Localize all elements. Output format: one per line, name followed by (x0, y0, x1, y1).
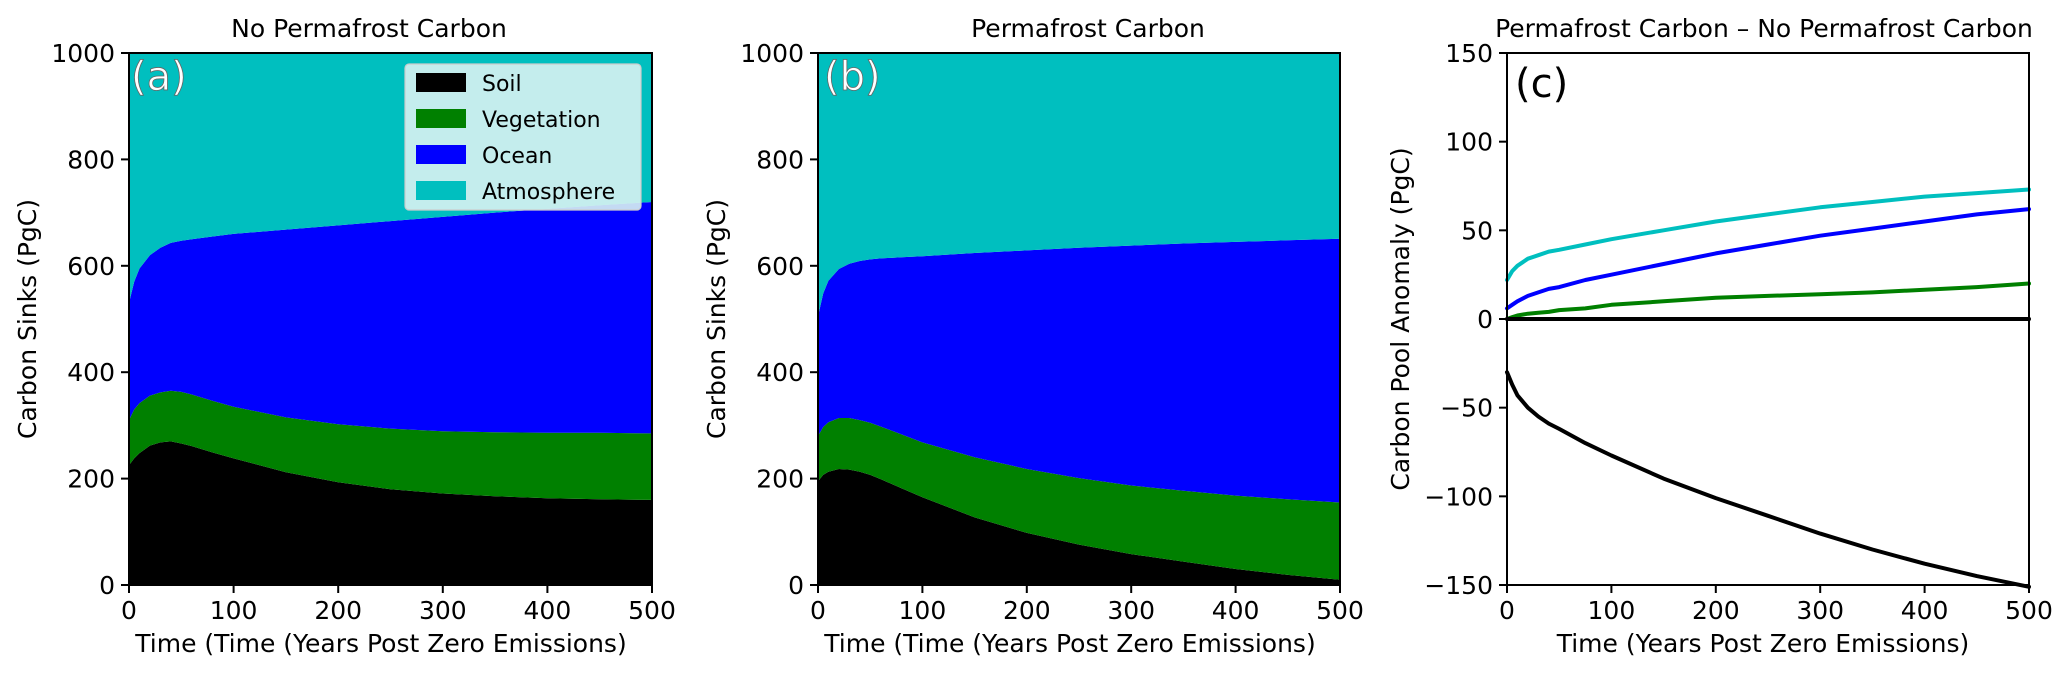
legend-swatch-ocean (416, 145, 466, 164)
line-1 (1505, 207, 2031, 311)
x-tick-label: 200 (1692, 596, 1740, 625)
panel-b: Permafrost Carbon 0 100 200 300 400 500 0 200 4… (702, 14, 1364, 658)
x-tick-label: 200 (1003, 596, 1051, 625)
legend: Soil Vegetation Ocean Atmosphere (404, 63, 642, 211)
x-tick-label: 500 (1316, 596, 1364, 625)
area-soil (818, 469, 1340, 585)
legend-swatch-atmosphere (416, 181, 466, 200)
area-soil (129, 441, 652, 585)
y-tick-label: 0 (99, 571, 115, 600)
panel-b-y-axis-label: Carbon Sinks (PgC) (702, 199, 731, 439)
y-tick-label: 400 (67, 358, 115, 387)
x-tick-label: 500 (628, 596, 676, 625)
legend-label-atmosphere: Atmosphere (482, 180, 615, 205)
panel-b-x-axis-label: Time (Time (Years Post Zero Emissions) (823, 629, 1315, 658)
y-tick-label: 800 (756, 145, 804, 174)
x-tick-label: 400 (524, 596, 572, 625)
y-tick-label: 100 (1445, 128, 1493, 157)
y-tick-label: −150 (1424, 571, 1493, 600)
y-tick-label: 1000 (51, 39, 115, 68)
y-tick-label: 0 (1477, 305, 1493, 334)
legend-label-ocean: Ocean (482, 144, 552, 169)
line-0 (1505, 187, 2031, 282)
area-atmosphere (818, 53, 1340, 317)
x-tick-label: 0 (810, 596, 826, 625)
legend-label-vegetation: Vegetation (482, 108, 601, 133)
panel-c: Permafrost Carbon – No Permafrost Carbon… (1386, 14, 2053, 658)
y-tick-label: 50 (1461, 216, 1493, 245)
panel-c-x-ticks: 0 100 200 300 400 500 (1499, 585, 2053, 625)
x-tick-label: 100 (210, 596, 258, 625)
line-4 (1505, 370, 2031, 589)
legend-box (404, 63, 642, 211)
area-vegetation (818, 418, 1340, 580)
x-tick-label: 200 (314, 596, 362, 625)
y-tick-label: 1000 (740, 39, 804, 68)
panel-a-label: (a) (131, 54, 187, 100)
panel-c-y-ticks: −150 −100 −50 0 50 100 150 (1424, 39, 1507, 600)
panel-b-title: Permafrost Carbon (971, 14, 1205, 43)
y-tick-label: 200 (67, 465, 115, 494)
line-2 (1505, 281, 2031, 321)
y-tick-label: 150 (1445, 39, 1493, 68)
panel-c-y-axis-label: Carbon Pool Anomaly (PgC) (1386, 147, 1415, 490)
x-tick-label: 400 (1212, 596, 1260, 625)
panel-a-y-ticks: 0 200 400 600 800 1000 (51, 39, 129, 600)
y-tick-label: −100 (1424, 482, 1493, 511)
x-tick-label: 500 (2005, 596, 2053, 625)
panel-a-y-axis-label: Carbon Sinks (PgC) (13, 199, 42, 439)
x-tick-label: 300 (1107, 596, 1155, 625)
panel-a-x-ticks: 0 100 200 300 400 500 (121, 585, 676, 625)
y-tick-label: 0 (788, 571, 804, 600)
y-tick-label: 600 (67, 252, 115, 281)
panel-b-areas (818, 53, 1340, 585)
x-tick-label: 0 (1499, 596, 1515, 625)
x-tick-label: 100 (1588, 596, 1636, 625)
y-tick-label: −50 (1440, 394, 1493, 423)
legend-swatch-vegetation (416, 109, 466, 128)
panel-b-frame (817, 52, 1341, 586)
panel-a-frame (128, 52, 653, 586)
area-vegetation (129, 390, 652, 500)
panel-a-x-axis-label: Time (Time (Years Post Zero Emissions) (134, 629, 626, 658)
x-tick-label: 400 (1901, 596, 1949, 625)
legend-label-soil: Soil (482, 72, 522, 97)
panel-a: No Permafrost Carbon 0 100 200 300 400 500 0 2… (13, 14, 676, 658)
panel-c-lines (1505, 187, 2031, 589)
y-tick-label: 600 (756, 252, 804, 281)
panel-b-label: (b) (824, 54, 881, 100)
area-ocean (818, 238, 1340, 503)
x-tick-label: 100 (899, 596, 947, 625)
area-ocean (129, 202, 652, 434)
x-tick-label: 300 (419, 596, 467, 625)
panel-b-x-ticks: 0 100 200 300 400 500 (810, 585, 1364, 625)
y-tick-label: 400 (756, 358, 804, 387)
x-tick-label: 0 (121, 596, 137, 625)
panel-b-y-ticks: 0 200 400 600 800 1000 (740, 39, 818, 600)
legend-swatch-soil (416, 73, 466, 92)
panel-c-title: Permafrost Carbon – No Permafrost Carbon (1495, 14, 2033, 43)
panel-a-title: No Permafrost Carbon (231, 14, 507, 43)
y-tick-label: 200 (756, 465, 804, 494)
y-tick-label: 800 (67, 145, 115, 174)
x-tick-label: 300 (1796, 596, 1844, 625)
panel-c-label: (c) (1515, 61, 1568, 107)
panel-c-x-axis-label: Time (Years Post Zero Emissions) (1556, 629, 1970, 658)
